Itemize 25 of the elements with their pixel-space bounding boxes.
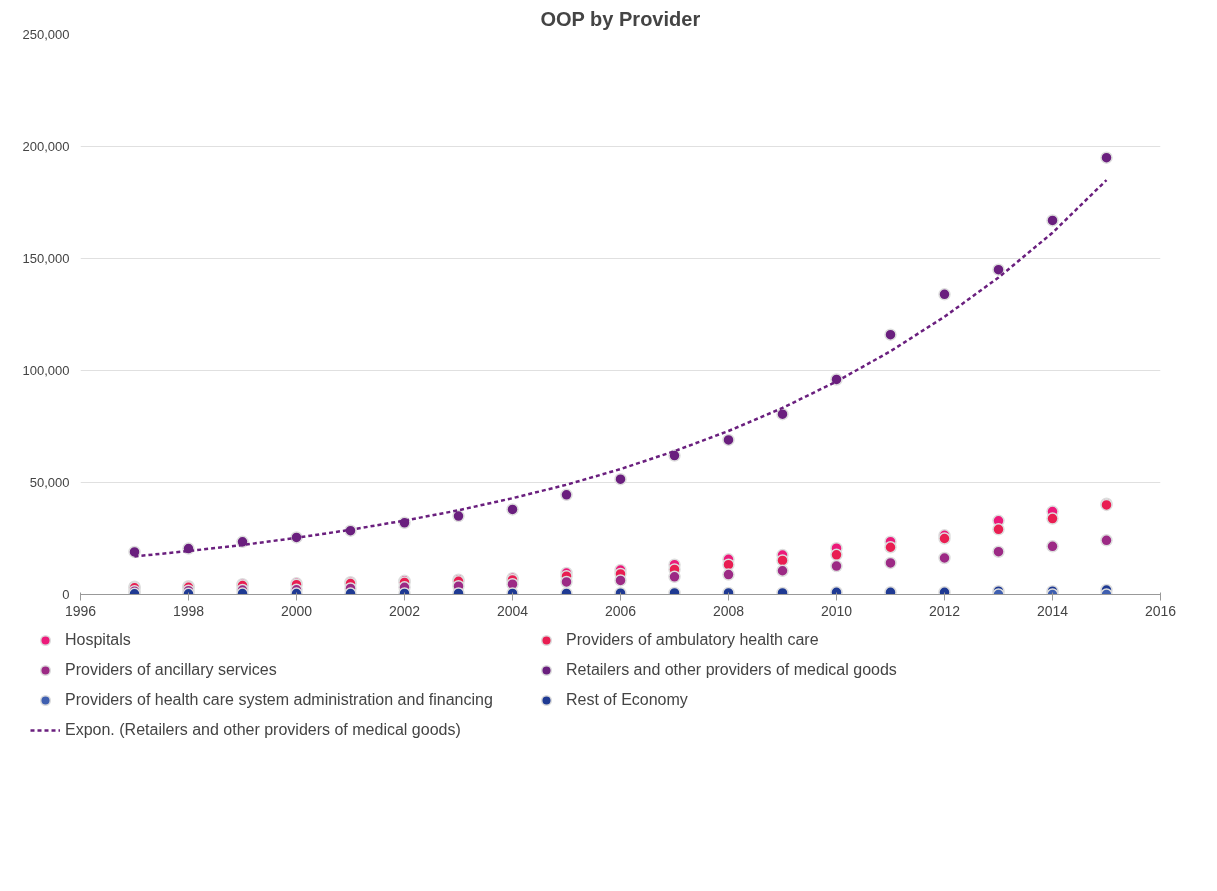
y-tick-label: 250,000 — [22, 27, 70, 42]
legend-label: Retailers and other providers of medical goods — [566, 660, 898, 680]
x-tick-label: 2016 — [1144, 602, 1177, 619]
legend-label: Providers of ambulatory health care — [566, 630, 820, 650]
y-tick-label: 150,000 — [22, 251, 70, 266]
y-tick-label: 50,000 — [29, 475, 70, 490]
legend-label: Providers of ancillary services — [65, 660, 278, 680]
x-tick-label: 2000 — [280, 602, 313, 619]
x-tick-label: 2008 — [712, 602, 745, 619]
x-tick-label: 1998 — [172, 602, 205, 619]
x-tick-label: 2004 — [496, 602, 529, 619]
x-tick-label: 2012 — [928, 602, 961, 619]
x-tick-label: 2010 — [820, 602, 853, 619]
chart-title: OOP by Provider — [540, 7, 701, 30]
x-tick-label: 1996 — [64, 602, 97, 619]
x-tick-label: 2006 — [604, 602, 637, 619]
x-tick-label: 2002 — [388, 602, 421, 619]
legend-label: Hospitals — [65, 630, 132, 650]
y-tick-label: 100,000 — [22, 363, 70, 378]
y-tick-label: 200,000 — [22, 139, 70, 154]
y-tick-label: 0 — [62, 587, 70, 602]
legend-label: Expon. (Retailers and other providers of medical goods) — [65, 720, 462, 740]
legend-label: Providers of health care system administration and financing — [65, 690, 494, 710]
legend-label: Rest of Economy — [566, 690, 689, 710]
x-tick-label: 2014 — [1036, 602, 1069, 619]
